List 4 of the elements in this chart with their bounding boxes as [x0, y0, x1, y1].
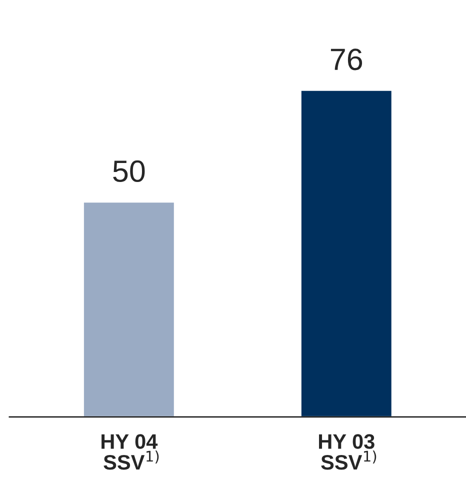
- data-label: 76: [330, 48, 362, 70]
- x-tick-label: HY 03 SSV$^{1)}$: [319, 434, 376, 470]
- x-tick-label: HY 04 SSV$^{1)}$: [102, 434, 159, 470]
- data-label: 50: [113, 160, 145, 182]
